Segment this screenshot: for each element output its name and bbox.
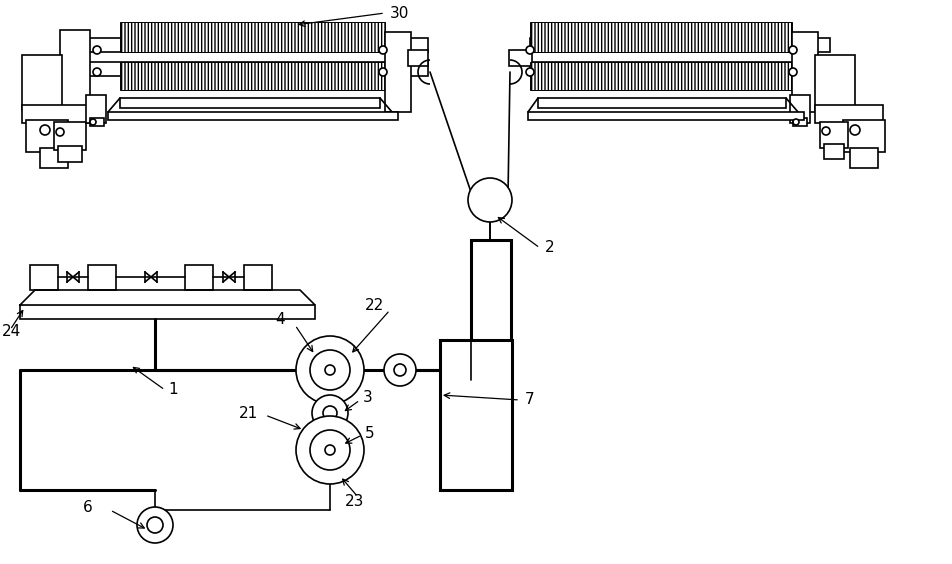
Circle shape <box>793 119 799 125</box>
Bar <box>88 38 428 52</box>
Bar <box>530 22 792 52</box>
Bar <box>54 122 86 150</box>
Bar <box>530 62 792 90</box>
Circle shape <box>325 445 335 455</box>
Bar <box>22 55 62 110</box>
Text: 23: 23 <box>345 495 365 509</box>
Bar <box>244 265 272 290</box>
Bar <box>185 265 213 290</box>
Circle shape <box>379 68 387 76</box>
Circle shape <box>325 365 335 375</box>
Text: 22: 22 <box>366 297 385 312</box>
Circle shape <box>296 336 364 404</box>
Circle shape <box>90 119 96 125</box>
Text: 7: 7 <box>525 393 535 408</box>
Text: 5: 5 <box>365 425 375 440</box>
Bar <box>793 118 807 126</box>
Circle shape <box>40 125 50 135</box>
Bar <box>850 148 878 168</box>
Bar <box>815 55 855 110</box>
Bar <box>530 62 830 76</box>
Bar <box>120 98 380 108</box>
Bar <box>790 95 810 123</box>
Bar <box>528 112 804 120</box>
Bar <box>40 148 68 168</box>
Bar <box>120 62 385 90</box>
Text: 24: 24 <box>2 324 21 340</box>
Text: 3: 3 <box>363 390 373 404</box>
Bar <box>86 95 106 123</box>
Circle shape <box>789 46 797 54</box>
Bar <box>509 50 532 66</box>
Text: 4: 4 <box>275 312 285 328</box>
Circle shape <box>468 178 512 222</box>
Bar <box>22 105 90 123</box>
Circle shape <box>379 46 387 54</box>
Text: 21: 21 <box>238 406 258 421</box>
Circle shape <box>384 354 416 386</box>
Circle shape <box>526 46 534 54</box>
Bar <box>108 112 398 120</box>
Text: 6: 6 <box>83 500 93 515</box>
Bar <box>408 50 428 66</box>
Bar <box>843 120 885 152</box>
Bar <box>58 146 82 162</box>
Circle shape <box>93 68 101 76</box>
Bar <box>820 122 848 148</box>
Circle shape <box>137 507 173 543</box>
Bar <box>440 340 512 490</box>
Circle shape <box>93 46 101 54</box>
Circle shape <box>147 517 163 533</box>
Circle shape <box>789 68 797 76</box>
Bar <box>20 305 315 319</box>
Bar <box>792 32 818 112</box>
Circle shape <box>312 395 348 431</box>
Circle shape <box>822 127 830 135</box>
Bar <box>824 144 844 159</box>
Bar <box>26 120 68 152</box>
Text: 2: 2 <box>545 240 555 255</box>
Bar <box>815 105 883 123</box>
Bar <box>120 22 385 52</box>
Circle shape <box>310 430 350 470</box>
Text: 30: 30 <box>390 6 409 20</box>
Bar <box>60 30 90 110</box>
Circle shape <box>310 350 350 390</box>
Circle shape <box>394 364 406 376</box>
Text: 1: 1 <box>168 382 178 398</box>
Bar <box>530 38 830 52</box>
Bar <box>88 62 428 76</box>
Bar <box>385 32 411 112</box>
Bar <box>90 118 104 126</box>
Bar <box>471 240 511 380</box>
Bar <box>538 98 786 108</box>
Polygon shape <box>20 290 315 305</box>
Bar <box>30 265 58 290</box>
Circle shape <box>850 125 860 135</box>
Circle shape <box>56 128 64 136</box>
Circle shape <box>296 416 364 484</box>
Bar <box>88 265 116 290</box>
Circle shape <box>323 406 337 420</box>
Circle shape <box>526 68 534 76</box>
